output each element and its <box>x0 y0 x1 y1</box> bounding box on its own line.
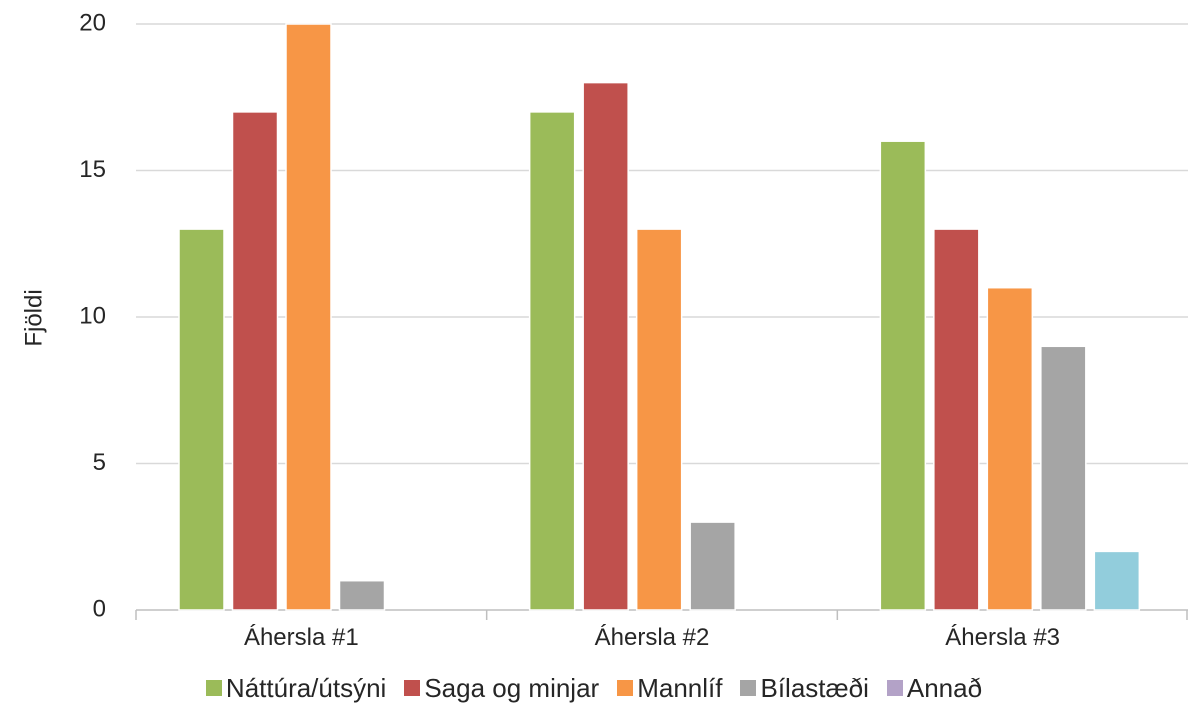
legend-label: Saga og minjar <box>424 672 600 703</box>
bar <box>285 23 332 611</box>
legend-item: Náttúra/útsýni <box>205 672 387 704</box>
legend-item: Bílastæði <box>740 672 869 704</box>
bar <box>231 111 279 611</box>
y-axis-label: Fjöldi <box>20 289 47 346</box>
legend-swatch <box>205 680 222 696</box>
bar <box>1093 550 1141 611</box>
legend-label: Mannlíf <box>637 672 723 703</box>
legend-item: Mannlíf <box>617 673 722 704</box>
legend-label: Bílastæði <box>760 672 869 703</box>
y-tick-label: 10 <box>79 302 106 329</box>
bar <box>986 286 1034 611</box>
y-tick-label: 15 <box>79 156 106 183</box>
bar <box>528 111 576 611</box>
y-tick-label: 5 <box>93 449 106 476</box>
y-tick-label: 20 <box>79 9 106 36</box>
y-tick-label: 0 <box>93 595 106 622</box>
bar <box>338 579 386 611</box>
legend-label: Annað <box>906 672 983 703</box>
x-tick-label: Áhersla #2 <box>595 624 710 651</box>
legend-swatch <box>404 680 421 696</box>
x-tick-label: Áhersla #3 <box>945 624 1060 651</box>
legend-swatch <box>886 680 903 696</box>
legend-swatch <box>617 680 634 696</box>
legend-item: Saga og minjar <box>404 673 599 704</box>
x-axis: Áhersla #1 Áhersla #2 Áhersla #3 <box>135 610 1188 651</box>
y-axis-ticks: 0 5 10 15 20 <box>79 9 106 622</box>
bar <box>1040 345 1087 611</box>
bar <box>635 228 683 611</box>
bar <box>879 140 927 611</box>
legend-label: Náttúra/útsýni <box>225 672 387 703</box>
bar <box>178 228 225 611</box>
bar <box>689 521 736 611</box>
bar <box>582 81 629 611</box>
legend-swatch <box>740 680 757 696</box>
x-tick-label: Áhersla #1 <box>244 624 359 651</box>
bars <box>178 23 1141 611</box>
legend-item: Annað <box>886 672 983 704</box>
bar <box>933 228 980 611</box>
legend: Náttúra/útsýni Saga og minjar Mannlíf Bílas… <box>0 660 1188 716</box>
